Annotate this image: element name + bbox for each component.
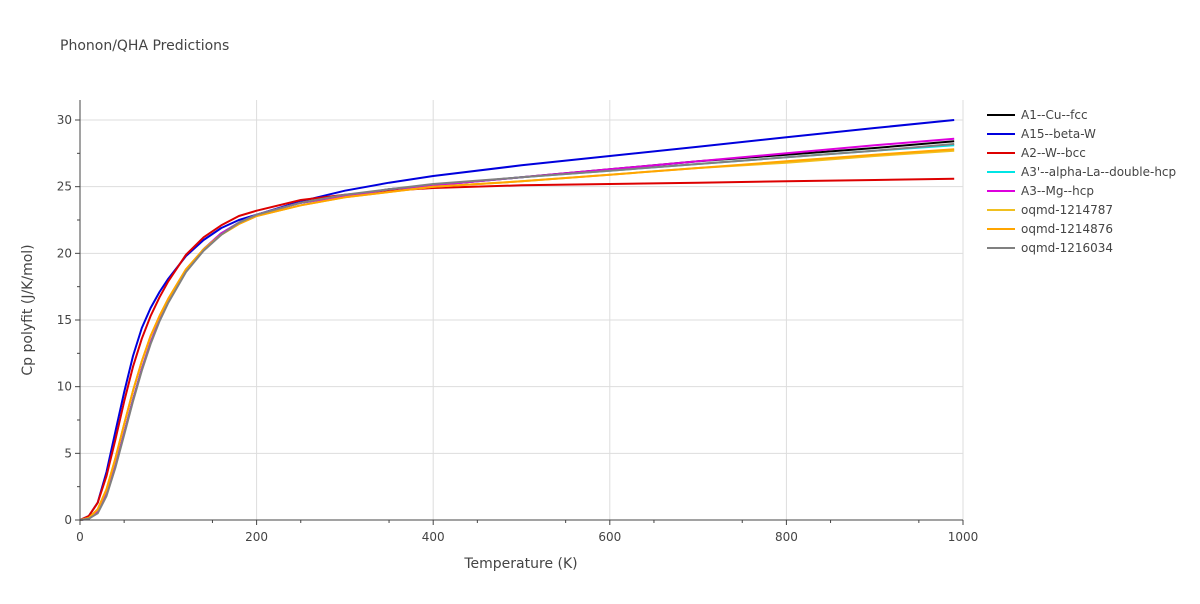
series-line-oqmd-1214876 (79, 148, 955, 521)
y-tick-label: 0 (64, 513, 72, 527)
x-tick-label: 0 (76, 530, 84, 544)
series-line-A2--W--bcc (79, 177, 955, 521)
legend-item[interactable]: A1--Cu--fcc (987, 108, 1088, 122)
x-tick-label: 400 (422, 530, 445, 544)
y-axis-ticks: 0 5 10 15 20 25 30 (57, 113, 80, 527)
legend-label: A3'--alpha-La--double-hcp (1021, 165, 1176, 179)
legend-label: oqmd-1214876 (1021, 222, 1113, 236)
legend-label: A1--Cu--fcc (1021, 108, 1088, 122)
y-tick-label: 5 (64, 446, 72, 460)
x-tick-label: 600 (598, 530, 621, 544)
legend-item[interactable]: oqmd-1214876 (987, 222, 1113, 236)
series-line-A15--beta-W (79, 119, 955, 521)
axes (79, 100, 963, 521)
chart-title: Phonon/QHA Predictions (60, 38, 229, 54)
legend-item[interactable]: A2--W--bcc (987, 146, 1086, 160)
x-tick-label: 800 (775, 530, 798, 544)
series-line-oqmd-1214787 (79, 149, 955, 521)
y-tick-label: 15 (57, 313, 72, 327)
x-tick-label: 200 (245, 530, 268, 544)
legend-label: A15--beta-W (1021, 127, 1096, 141)
y-tick-label: 20 (57, 246, 72, 260)
legend-label: oqmd-1214787 (1021, 203, 1113, 217)
grid (80, 100, 964, 520)
legend-item[interactable]: A3'--alpha-La--double-hcp (987, 165, 1176, 179)
legend-item[interactable]: oqmd-1216034 (987, 241, 1113, 255)
y-tick-label: 25 (57, 180, 72, 194)
x-tick-label: 1000 (948, 530, 979, 544)
legend-label: oqmd-1216034 (1021, 241, 1113, 255)
legend-item[interactable]: oqmd-1214787 (987, 203, 1113, 217)
legend-item[interactable]: A3--Mg--hcp (987, 184, 1094, 198)
legend-label: A2--W--bcc (1021, 146, 1086, 160)
series-line-A3--Mg--hcp (79, 137, 955, 521)
y-axis-label: Cp polyfit (J/K/mol) (20, 244, 36, 375)
x-axis-ticks: 0 200 400 600 800 1000 (76, 520, 978, 544)
legend-label: A3--Mg--hcp (1021, 184, 1094, 198)
legend-item[interactable]: A15--beta-W (987, 127, 1096, 141)
legend[interactable]: A1--Cu--fcc A15--beta-W A2--W--bcc A3'--alp… (987, 108, 1176, 255)
plot-lines (79, 119, 955, 521)
series-line-A1--Cu--fcc (79, 140, 955, 521)
y-tick-label: 10 (57, 380, 72, 394)
series-line-oqmd-1216034 (79, 143, 955, 521)
x-axis-label: Temperature (K) (463, 556, 577, 572)
series-line-A3'--alpha-La--double-hcp (79, 144, 955, 521)
y-tick-label: 30 (57, 113, 72, 127)
